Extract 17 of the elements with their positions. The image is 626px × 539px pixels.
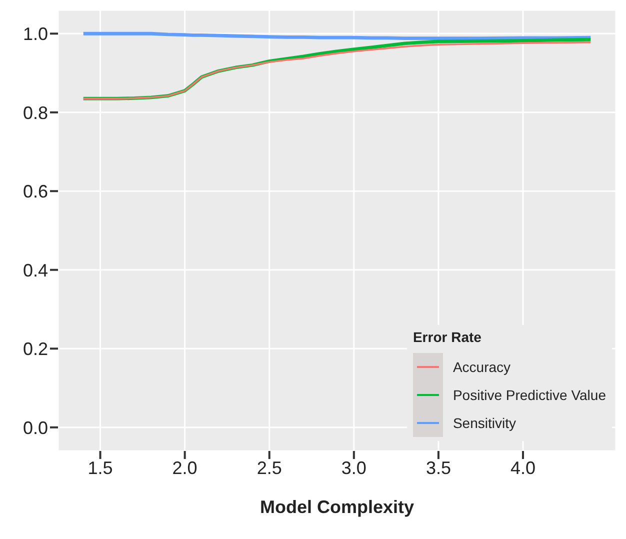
y-tick-label: 0.4 [22, 260, 48, 280]
y-tick-label: 0.0 [22, 418, 48, 438]
y-tick-label: 1.0 [22, 24, 48, 44]
x-tick-label: 2.0 [172, 458, 198, 478]
legend-label: Sensitivity [452, 415, 516, 431]
x-tick-label: 4.0 [510, 458, 536, 478]
x-axis-title: Model Complexity [260, 497, 414, 517]
y-tick-label: 0.8 [22, 102, 48, 123]
x-tick-label: 3.0 [341, 458, 366, 478]
legend-label: Positive Predictive Value [452, 387, 606, 403]
y-tick-label: 0.6 [22, 182, 48, 202]
x-tick-label: 1.5 [88, 458, 113, 478]
legend-title: Error Rate [412, 329, 482, 345]
x-tick-label: 3.5 [426, 458, 451, 478]
legend-label: Accuracy [452, 359, 511, 375]
y-tick-label: 0.2 [22, 339, 48, 360]
x-tick-label: 2.5 [256, 458, 282, 478]
